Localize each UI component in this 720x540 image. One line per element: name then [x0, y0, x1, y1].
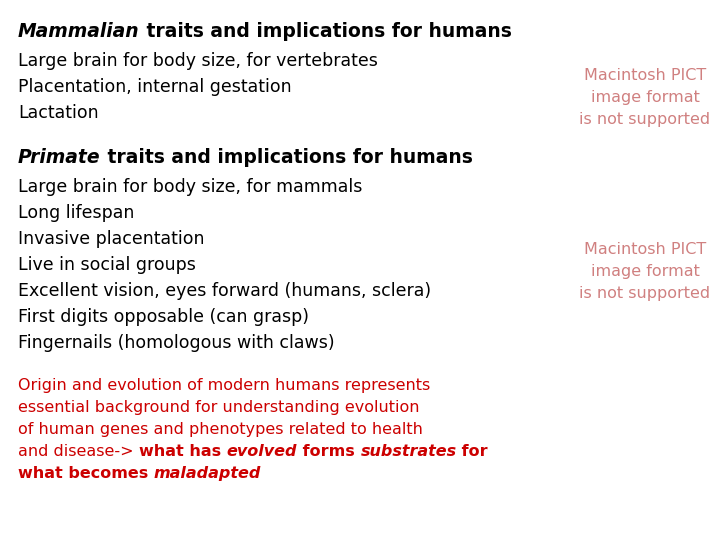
Text: First digits opposable (can grasp): First digits opposable (can grasp) [18, 308, 309, 326]
Text: traits and implications for humans: traits and implications for humans [101, 148, 472, 167]
Text: of human genes and phenotypes related to health: of human genes and phenotypes related to… [18, 422, 423, 437]
Text: Long lifespan: Long lifespan [18, 204, 135, 222]
Text: Macintosh PICT: Macintosh PICT [584, 242, 706, 257]
Text: image format: image format [590, 90, 699, 105]
Text: Invasive placentation: Invasive placentation [18, 230, 204, 248]
Text: is not supported: is not supported [580, 286, 711, 301]
Text: evolved: evolved [227, 444, 297, 459]
Text: maladapted: maladapted [154, 466, 261, 481]
Text: image format: image format [590, 264, 699, 279]
Text: what has: what has [139, 444, 227, 459]
Text: Large brain for body size, for vertebrates: Large brain for body size, for vertebrat… [18, 52, 378, 70]
Text: what becomes: what becomes [18, 466, 154, 481]
Text: and disease->: and disease-> [18, 444, 139, 459]
Text: Excellent vision, eyes forward (humans, sclera): Excellent vision, eyes forward (humans, … [18, 282, 431, 300]
Text: Mammalian: Mammalian [18, 22, 140, 41]
Text: Origin and evolution of modern humans represents: Origin and evolution of modern humans re… [18, 378, 431, 393]
Text: Primate: Primate [18, 148, 101, 167]
Text: for: for [456, 444, 488, 459]
Text: traits and implications for humans: traits and implications for humans [140, 22, 511, 41]
Text: is not supported: is not supported [580, 112, 711, 127]
Text: substrates: substrates [361, 444, 456, 459]
Text: Large brain for body size, for mammals: Large brain for body size, for mammals [18, 178, 362, 196]
Text: essential background for understanding evolution: essential background for understanding e… [18, 400, 420, 415]
Text: Live in social groups: Live in social groups [18, 256, 196, 274]
Text: Placentation, internal gestation: Placentation, internal gestation [18, 78, 292, 96]
Text: forms: forms [297, 444, 361, 459]
Text: Fingernails (homologous with claws): Fingernails (homologous with claws) [18, 334, 335, 352]
Text: Lactation: Lactation [18, 104, 99, 122]
Text: Macintosh PICT: Macintosh PICT [584, 68, 706, 83]
